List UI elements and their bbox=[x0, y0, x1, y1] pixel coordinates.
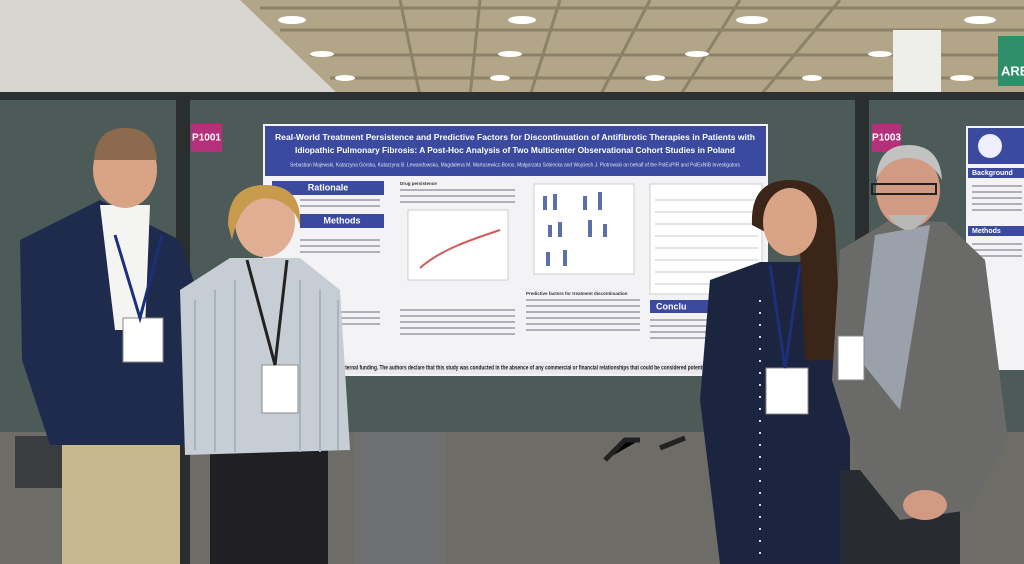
ceiling-part bbox=[278, 16, 306, 24]
background-people bbox=[15, 432, 686, 564]
banner-text: ARE bbox=[1001, 63, 1024, 78]
person-4-part bbox=[876, 152, 940, 228]
right-poster-part bbox=[978, 134, 1002, 158]
person-2-part bbox=[261, 364, 299, 414]
ceiling-part bbox=[950, 75, 974, 81]
background-people-part bbox=[603, 435, 686, 462]
ceiling-part bbox=[0, 0, 340, 96]
main-poster-part bbox=[272, 181, 384, 195]
person-2-part bbox=[194, 280, 339, 452]
ceiling-part bbox=[685, 51, 709, 57]
person-3-part bbox=[765, 367, 809, 415]
ceiling-part bbox=[335, 75, 355, 81]
ceiling-part bbox=[998, 36, 1024, 86]
person-2-part bbox=[210, 440, 328, 564]
ceiling-part bbox=[310, 51, 334, 57]
person-4-part bbox=[888, 215, 928, 230]
person-4-part bbox=[837, 335, 865, 381]
ceiling: ARE bbox=[0, 0, 1024, 97]
poster-footer: This research received no external fundi… bbox=[280, 366, 750, 372]
poster-boards-part bbox=[0, 92, 1024, 100]
person-2-part bbox=[245, 259, 289, 366]
ceiling-part bbox=[868, 51, 892, 57]
ceiling-part bbox=[964, 16, 996, 24]
person-2-part bbox=[180, 258, 350, 455]
poster-title: Idiopathic Pulmonary Fibrosis: A Post-Ho… bbox=[295, 146, 735, 155]
section-header: Background bbox=[972, 170, 1013, 177]
main-poster-part bbox=[300, 214, 384, 228]
person-1-part bbox=[94, 128, 157, 160]
board-number: P1003 bbox=[872, 133, 901, 144]
person-2-part bbox=[228, 185, 301, 240]
ceiling-part bbox=[490, 75, 510, 81]
person-1 bbox=[20, 128, 200, 564]
person-1-part bbox=[62, 440, 180, 564]
poster-authors: Sebastian Majewski, Katarzyna Górska, Ka… bbox=[290, 162, 740, 168]
main-poster-part bbox=[265, 362, 766, 374]
main-poster-part bbox=[265, 126, 766, 176]
person-3 bbox=[700, 180, 850, 564]
poster-title: Real-World Treatment Persistence and Pre… bbox=[275, 133, 755, 142]
main-poster-part bbox=[300, 189, 760, 339]
poster-boards-part bbox=[191, 124, 222, 152]
ceiling-part bbox=[802, 75, 822, 81]
ceiling-part bbox=[498, 51, 522, 57]
subheading: Drug persistence bbox=[400, 181, 437, 186]
board-number: P1001 bbox=[192, 133, 221, 144]
person-2 bbox=[180, 185, 350, 564]
person-3-part bbox=[768, 264, 802, 369]
person-4-part bbox=[903, 490, 947, 520]
person-4-part bbox=[876, 145, 942, 180]
right-poster-part bbox=[972, 185, 1022, 257]
ceiling-part bbox=[508, 16, 536, 24]
person-4-part bbox=[860, 225, 930, 410]
right-poster-part bbox=[968, 168, 1024, 178]
background-people-part bbox=[355, 432, 445, 564]
section-header: Rationale bbox=[308, 182, 349, 192]
right-poster-part bbox=[968, 226, 1024, 236]
main-poster-part bbox=[543, 192, 607, 266]
person-4-part bbox=[871, 183, 937, 195]
person-1-part bbox=[122, 317, 164, 363]
person-2-part bbox=[235, 187, 295, 257]
section-header: Methods bbox=[972, 228, 1001, 235]
main-poster-part bbox=[655, 199, 758, 285]
section-header: Conclu bbox=[656, 301, 687, 311]
main-poster-part bbox=[419, 229, 501, 269]
ceiling-part bbox=[645, 75, 665, 81]
ceiling-part bbox=[893, 30, 941, 96]
section-header: Methods bbox=[324, 215, 361, 225]
person-4 bbox=[832, 145, 1008, 564]
subheading: Predictive factors for treatment discont… bbox=[526, 291, 628, 296]
main-poster: Real-World Treatment Persistence and Pre… bbox=[263, 124, 768, 376]
person-3-part bbox=[763, 188, 817, 256]
person-1-part bbox=[113, 234, 164, 324]
ceiling-part bbox=[260, 0, 1024, 97]
main-poster-part bbox=[650, 300, 712, 313]
ceiling-part bbox=[736, 16, 768, 24]
